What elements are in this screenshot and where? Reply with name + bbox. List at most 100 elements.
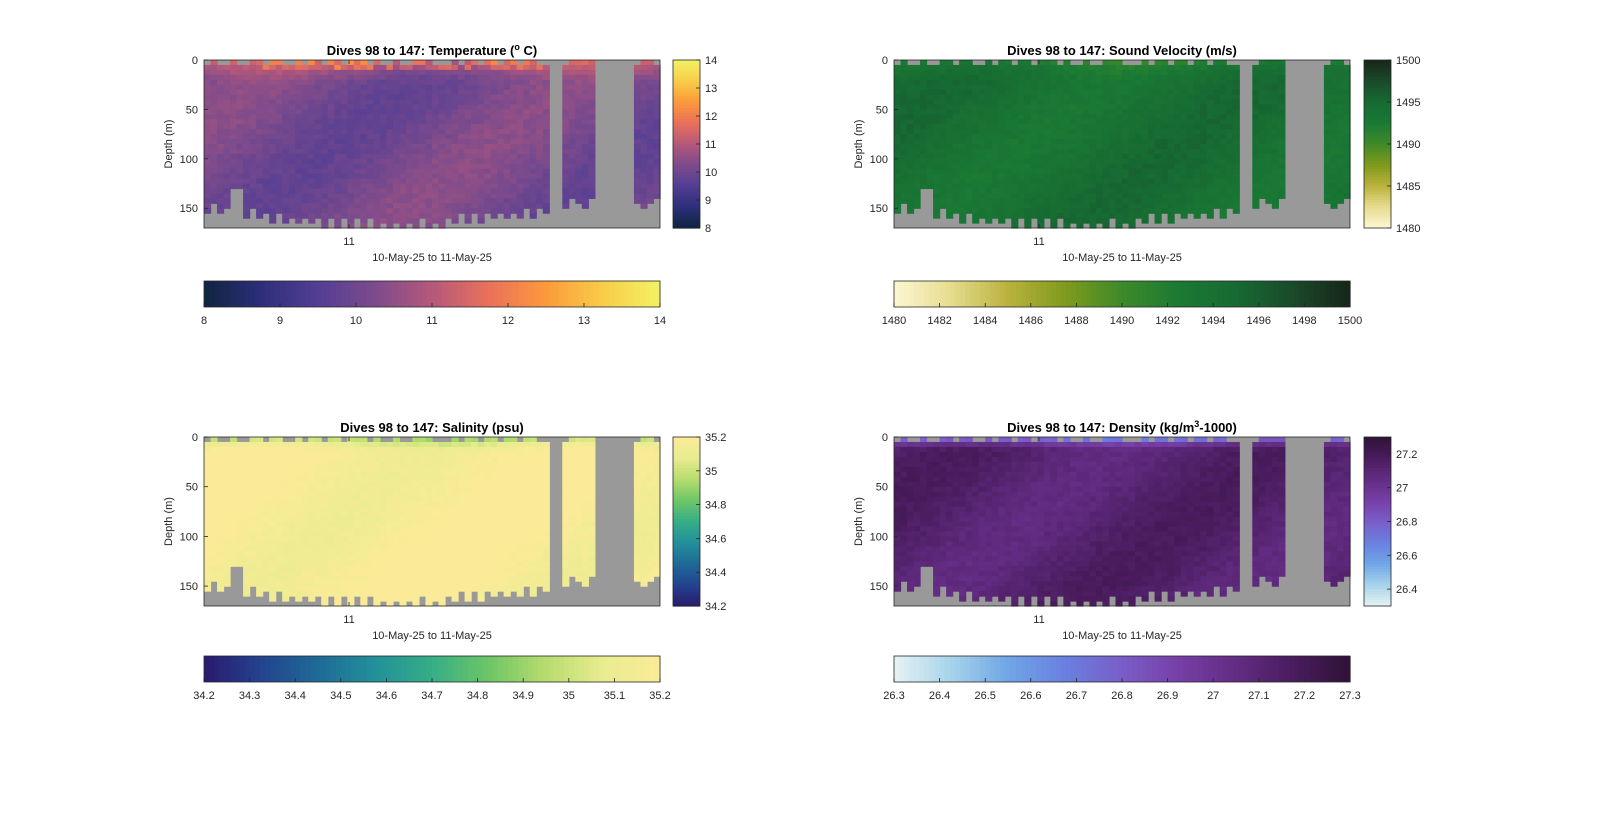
heatmap-cell [1206,193,1214,199]
heatmap-cell [646,183,655,190]
heatmap-cell [210,541,218,547]
heatmap-cell [321,193,329,199]
heatmap-cell [236,134,244,140]
heatmap-cell [366,148,374,155]
heatmap-cell [523,99,531,106]
heatmap-cell [282,561,290,567]
heatmap-cell [575,183,583,190]
heatmap-cell [1037,129,1045,135]
heatmap-cell [1336,134,1345,140]
heatmap-cell [1252,69,1260,76]
heatmap-cell [210,561,218,567]
heatmap-cell [360,148,368,155]
heatmap-cell [464,183,472,190]
heatmap-cell [295,491,303,498]
heatmap-cell [1343,64,1351,71]
heatmap-cell [1011,188,1019,195]
heatmap-cell [379,114,387,120]
heatmap-cell [523,64,531,71]
heatmap-cell [295,129,303,135]
heatmap-cell [379,178,387,185]
heatmap-cell [282,139,290,145]
heatmap-cell [939,173,947,180]
heatmap-cell [243,74,251,81]
heatmap-cell [418,153,427,160]
heatmap-cell [939,178,947,185]
heatmap-cell [210,481,218,488]
heatmap-cell [223,173,231,180]
heatmap-cell [347,193,355,199]
heatmap-cell [985,84,993,91]
heatmap-cell [1161,104,1169,111]
heatmap-cell [379,208,387,214]
heatmap-cell [581,193,589,199]
heatmap-cell [1180,213,1188,219]
heatmap-cell [926,158,934,165]
heatmap-cell [1050,60,1058,66]
heatmap-cell [503,168,511,175]
heatmap-cell [308,521,316,528]
heatmap-cell [399,74,407,81]
heatmap-cell [900,163,908,170]
heatmap-cell [308,501,316,508]
heatmap-cell [1024,139,1032,145]
heatmap-cell [210,74,218,81]
heatmap-cell [1108,163,1117,170]
heatmap-cell [1167,198,1175,204]
colorbar-swatch [1127,281,1133,307]
heatmap-cell [913,198,921,204]
heatmap-cell [340,551,348,557]
heatmap-cell [484,183,492,190]
colorbar-swatch [673,88,700,92]
heatmap-cell [959,119,967,125]
heatmap-cell [282,516,290,523]
heatmap-cell [295,596,303,602]
heatmap-cell [985,104,993,111]
heatmap-cell [1076,218,1084,224]
colorbar-swatch [1364,146,1391,151]
heatmap-cell [646,84,655,91]
heatmap-cell [633,119,642,125]
heatmap-cell [1154,84,1162,91]
heatmap-cell [353,153,361,160]
heatmap-cell [1258,60,1266,66]
heatmap-cell [269,173,277,180]
heatmap-cell [503,148,511,155]
heatmap-cell [933,168,941,175]
colorbar-swatch [259,281,266,307]
heatmap-cell [353,119,361,125]
colorbar-swatch [320,281,327,307]
heatmap-cell [1323,148,1332,155]
heatmap-cell [353,188,361,195]
heatmap-cell [1108,99,1117,106]
heatmap-cell [1050,134,1058,140]
heatmap-cell [972,148,980,155]
heatmap-cell [288,581,296,587]
heatmap-cell [978,178,986,185]
heatmap-cell [1141,153,1149,160]
heatmap-cell [1271,129,1279,135]
heatmap-cell [1167,148,1175,155]
heatmap-cell [249,139,257,145]
colorbar-swatch [673,144,700,148]
heatmap-cell [1017,148,1025,155]
heatmap-cell [366,178,374,185]
heatmap-cell [314,566,322,572]
heatmap-cell [236,144,244,150]
heatmap-cell [1095,94,1104,101]
horizontal-colorbar: 1480 1482 1484 1486 1488 1490 1492 1494 1496 1498… [882,280,1362,327]
heatmap-cell [1252,188,1260,195]
heatmap-cell [503,144,511,150]
heatmap-cell [392,74,401,81]
heatmap-cell [633,104,642,111]
heatmap-cell [295,461,303,468]
heatmap-cell [1343,89,1351,96]
heatmap-cell [249,79,257,86]
heatmap-cell [249,178,257,185]
heatmap-cell [353,456,361,463]
heatmap-cell [282,144,290,150]
heatmap-cell [900,183,908,190]
heatmap-cell [217,74,225,81]
heatmap-cell [1076,119,1084,125]
heatmap-cell [1050,208,1058,214]
